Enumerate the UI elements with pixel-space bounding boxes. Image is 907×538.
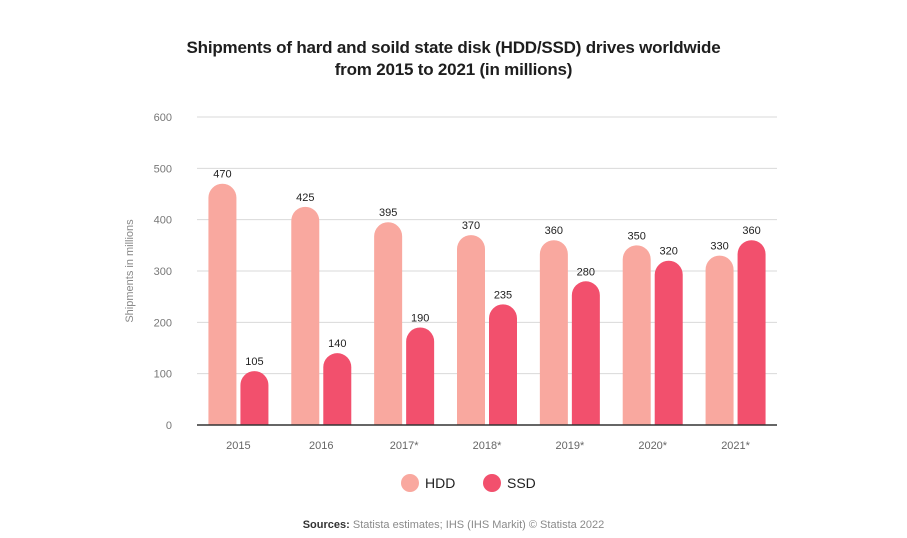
- bar-ssd: [571, 281, 600, 425]
- bar-ssd: [654, 260, 683, 425]
- x-tick-label: 2016: [309, 440, 333, 452]
- bar-hdd: [374, 222, 403, 425]
- x-tick-label: 2017*: [390, 440, 419, 452]
- bar-hdd: [208, 183, 237, 425]
- data-label-ssd: 190: [411, 312, 429, 324]
- y-tick-label: 500: [154, 163, 172, 175]
- x-tick-label: 2019*: [555, 440, 584, 452]
- data-label-hdd: 425: [296, 192, 314, 204]
- y-tick-label: 0: [166, 420, 172, 432]
- data-label-hdd: 470: [213, 169, 231, 181]
- bar-ssd: [489, 304, 517, 425]
- data-label-hdd: 330: [710, 241, 728, 253]
- bar-ssd: [737, 240, 766, 425]
- bar-ssd: [323, 353, 352, 425]
- data-label-hdd: 395: [379, 207, 397, 219]
- bar-hdd: [539, 240, 568, 425]
- bar-hdd: [705, 255, 734, 425]
- data-label-hdd: 360: [545, 225, 563, 237]
- legend-label-hdd: HDD: [425, 475, 455, 491]
- data-label-hdd: 370: [462, 220, 480, 232]
- bar-hdd: [622, 245, 651, 425]
- y-tick-label: 300: [154, 266, 172, 278]
- data-label-ssd: 235: [494, 289, 512, 301]
- sources-text: Statista estimates; IHS (IHS Markit) © S…: [352, 519, 605, 531]
- y-tick-label: 400: [154, 215, 172, 227]
- bar-hdd: [291, 206, 320, 425]
- data-label-ssd: 105: [245, 356, 263, 368]
- x-tick-label: 2021*: [721, 440, 750, 452]
- chart-sources: Sources: Statista estimates; IHS (IHS Ma…: [0, 518, 907, 532]
- y-axis-label: Shipments in millions: [124, 219, 136, 323]
- legend-marker-hdd: [401, 474, 419, 492]
- chart-title-line-1: Shipments of hard and soild state disk (…: [186, 38, 721, 57]
- y-tick-label: 100: [154, 369, 172, 381]
- data-label-ssd: 360: [742, 225, 760, 237]
- legend-marker-ssd: [483, 474, 501, 492]
- bar-ssd: [240, 371, 269, 425]
- x-tick-label: 2020*: [638, 440, 667, 452]
- y-tick-label: 600: [154, 112, 172, 124]
- data-label-ssd: 320: [660, 246, 678, 258]
- x-tick-label: 2015: [226, 440, 250, 452]
- bar-ssd: [406, 327, 435, 425]
- data-label-ssd: 140: [328, 338, 346, 350]
- chart-title-line-2: from 2015 to 2021 (in millions): [334, 60, 573, 79]
- legend-label-ssd: SSD: [507, 475, 536, 491]
- data-label-hdd: 350: [628, 230, 646, 242]
- y-tick-label: 200: [154, 317, 172, 329]
- sources-label: Sources:: [302, 519, 350, 531]
- x-tick-label: 2018*: [473, 440, 502, 452]
- bar-hdd: [457, 235, 485, 425]
- data-label-ssd: 280: [577, 266, 595, 278]
